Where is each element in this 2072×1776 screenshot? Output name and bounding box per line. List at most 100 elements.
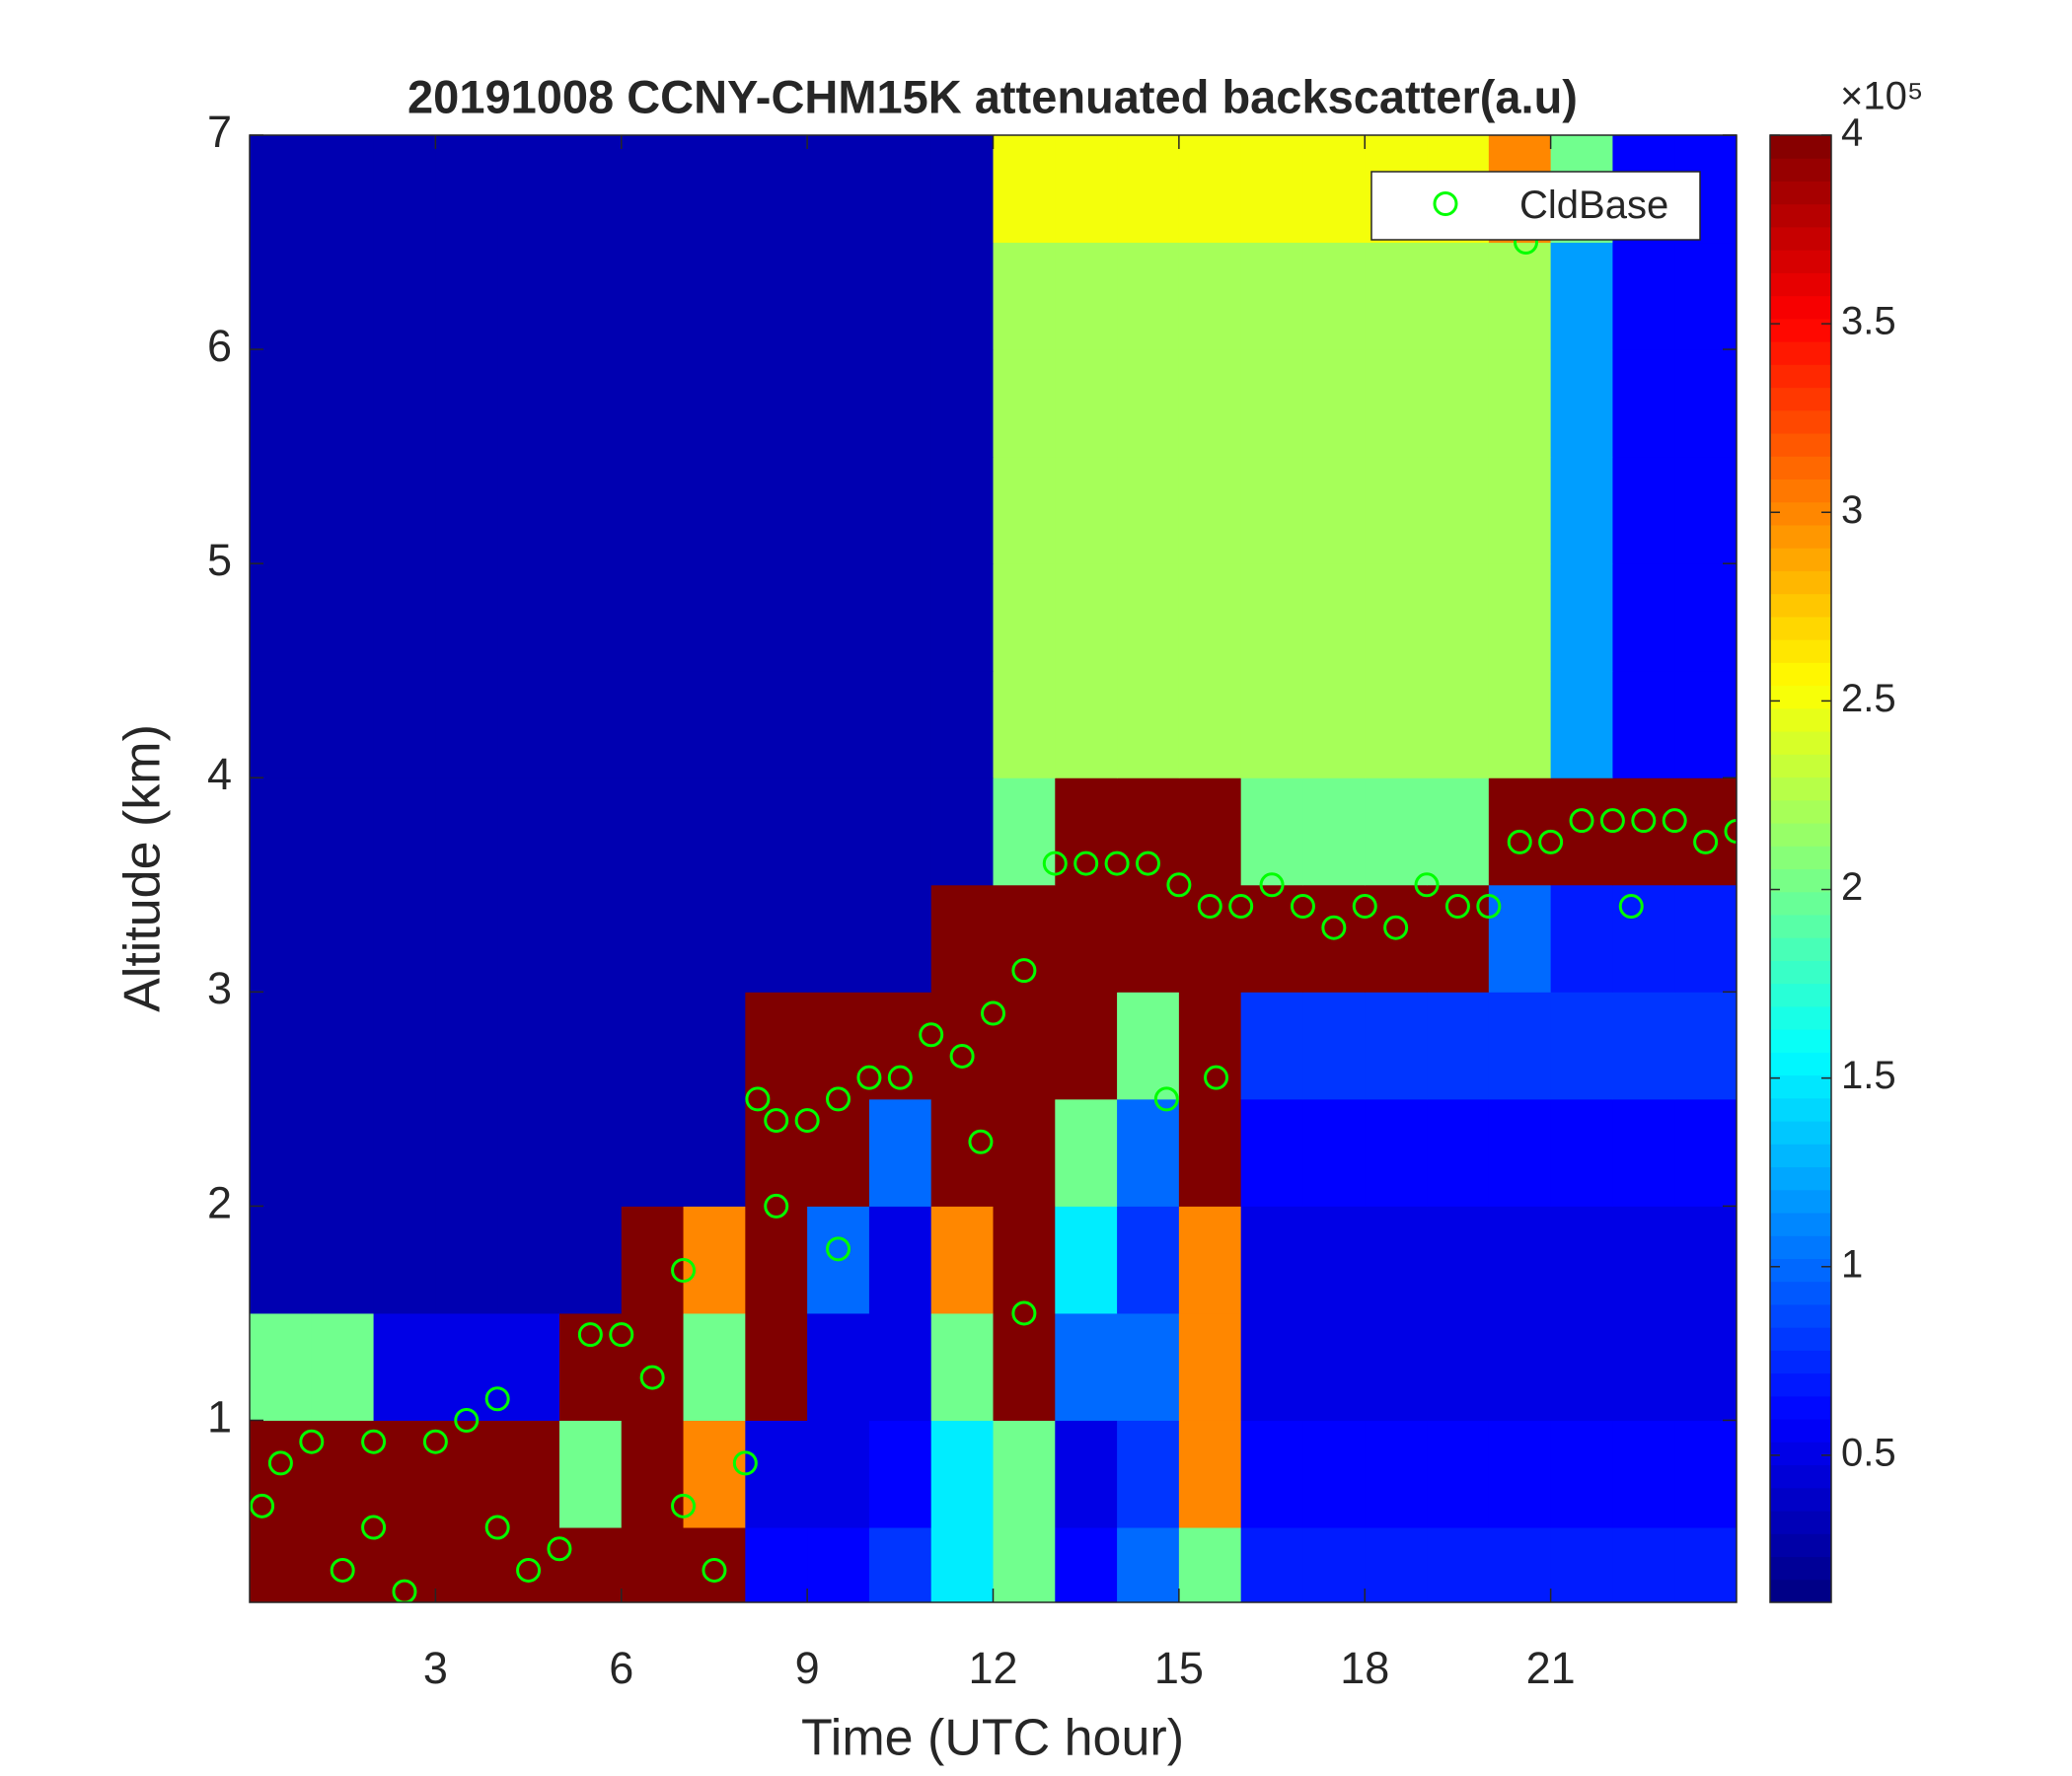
heat-cell: [1178, 1312, 1242, 1421]
colorbar-tick-label: 2.5: [1841, 677, 1896, 720]
heat-cell: [435, 777, 498, 886]
heat-cell: [1302, 135, 1366, 244]
heat-cell: [1674, 242, 1737, 350]
heat-cell: [497, 1098, 560, 1207]
heat-cell: [497, 563, 560, 672]
heat-cell: [1302, 1312, 1366, 1421]
heat-cell: [1365, 1098, 1428, 1207]
heat-cell: [930, 456, 994, 564]
colorbar-swatch: [1770, 1579, 1831, 1603]
cloud-base-point: [361, 1515, 387, 1540]
heat-cell: [621, 670, 685, 778]
cloud-base-point: [745, 1086, 771, 1112]
heat-cell: [1550, 670, 1613, 778]
heat-cell: [311, 992, 375, 1100]
cloud-base-point: [919, 1022, 944, 1048]
x-tick-label: 12: [968, 1643, 1017, 1693]
heat-cell: [745, 456, 808, 564]
colorbar-swatch: [1770, 1144, 1831, 1168]
heat-cell: [1302, 1098, 1366, 1207]
heat-cell: [435, 992, 498, 1100]
heatmap: [250, 135, 1737, 1602]
heat-cell: [250, 777, 313, 886]
colorbar-swatch: [1770, 1395, 1831, 1420]
cloud-base-point: [330, 1557, 355, 1583]
cloud-base-point: [949, 1043, 975, 1069]
heat-cell: [1427, 777, 1490, 886]
colorbar-swatch: [1770, 433, 1831, 457]
heat-cell: [1117, 884, 1180, 993]
heat-cell: [683, 1098, 746, 1207]
heat-cell: [621, 884, 685, 993]
heat-cell: [250, 992, 313, 1100]
heat-cell: [311, 1098, 375, 1207]
x-tick-label: 9: [795, 1643, 820, 1693]
heat-cell: [497, 456, 560, 564]
y-tick-label: 7: [207, 107, 232, 157]
heat-cell: [1674, 1098, 1737, 1207]
colorbar-swatch: [1770, 364, 1831, 389]
heat-cell: [558, 135, 623, 244]
cloud-base-point: [547, 1536, 572, 1562]
colorbar-swatch: [1770, 409, 1831, 434]
cloud-base-point: [1011, 958, 1037, 984]
colorbar-swatch: [1770, 707, 1831, 732]
heat-cell: [1055, 1420, 1118, 1528]
cloud-base-point: [577, 1322, 603, 1348]
colorbar-swatch: [1770, 1189, 1831, 1214]
heat-cell: [807, 670, 870, 778]
heat-cell: [1674, 1312, 1737, 1421]
colorbar-swatch: [1770, 1372, 1831, 1397]
colorbar-swatch: [1770, 754, 1831, 778]
heat-cell: [311, 563, 375, 672]
heat-cell: [1365, 992, 1428, 1100]
heat-cell: [1178, 992, 1242, 1100]
heat-cell: [373, 1527, 436, 1602]
x-tick-label: 18: [1340, 1643, 1389, 1693]
cloud-base-point: [732, 1450, 758, 1476]
heat-cell: [1365, 777, 1428, 886]
cloud-base-point: [702, 1557, 727, 1583]
heat-cell: [1612, 670, 1675, 778]
heat-cell: [1674, 1206, 1737, 1314]
heat-cell: [497, 349, 560, 458]
y-tick-label: 6: [207, 321, 232, 371]
heat-cell: [683, 349, 746, 458]
heat-cell: [1488, 563, 1552, 672]
heat-cell: [807, 1420, 870, 1528]
heat-cell: [1612, 1420, 1675, 1528]
colorbar-swatch: [1770, 318, 1831, 342]
heat-cell: [497, 777, 560, 886]
x-tick-label: 15: [1154, 1643, 1204, 1693]
heat-cell: [250, 1098, 313, 1207]
heat-cell: [1117, 456, 1180, 564]
heat-cell: [868, 1527, 932, 1602]
cloud-base-point: [1662, 808, 1687, 834]
heat-cell: [930, 349, 994, 458]
heat-cell: [993, 456, 1056, 564]
heat-cell: [745, 1312, 808, 1421]
colorbar-tick-label: 3: [1841, 488, 1863, 532]
y-axis-label: Altitude (km): [114, 724, 172, 1012]
heat-cell: [683, 242, 746, 350]
colorbar-swatch: [1770, 960, 1831, 985]
heat-cell: [1488, 349, 1552, 458]
heat-cell: [1550, 1206, 1613, 1314]
heat-cell: [1055, 1312, 1118, 1421]
heat-cell: [1427, 1527, 1490, 1602]
heat-cell: [930, 777, 994, 886]
heat-cell: [993, 1527, 1056, 1602]
heat-cell: [1365, 563, 1428, 672]
heat-cell: [1550, 456, 1613, 564]
colorbar-swatch: [1770, 731, 1831, 755]
heat-cell: [373, 563, 436, 672]
heat-cell: [1240, 242, 1303, 350]
heat-cell: [1612, 1527, 1675, 1602]
heat-cell: [311, 1206, 375, 1314]
heat-cell: [621, 456, 685, 564]
heat-cell: [1117, 1206, 1180, 1314]
colorbar-swatch: [1770, 1327, 1831, 1351]
colorbar-swatch: [1770, 777, 1831, 801]
y-tick-label: 3: [207, 963, 232, 1013]
x-tick-label: 6: [609, 1643, 633, 1693]
